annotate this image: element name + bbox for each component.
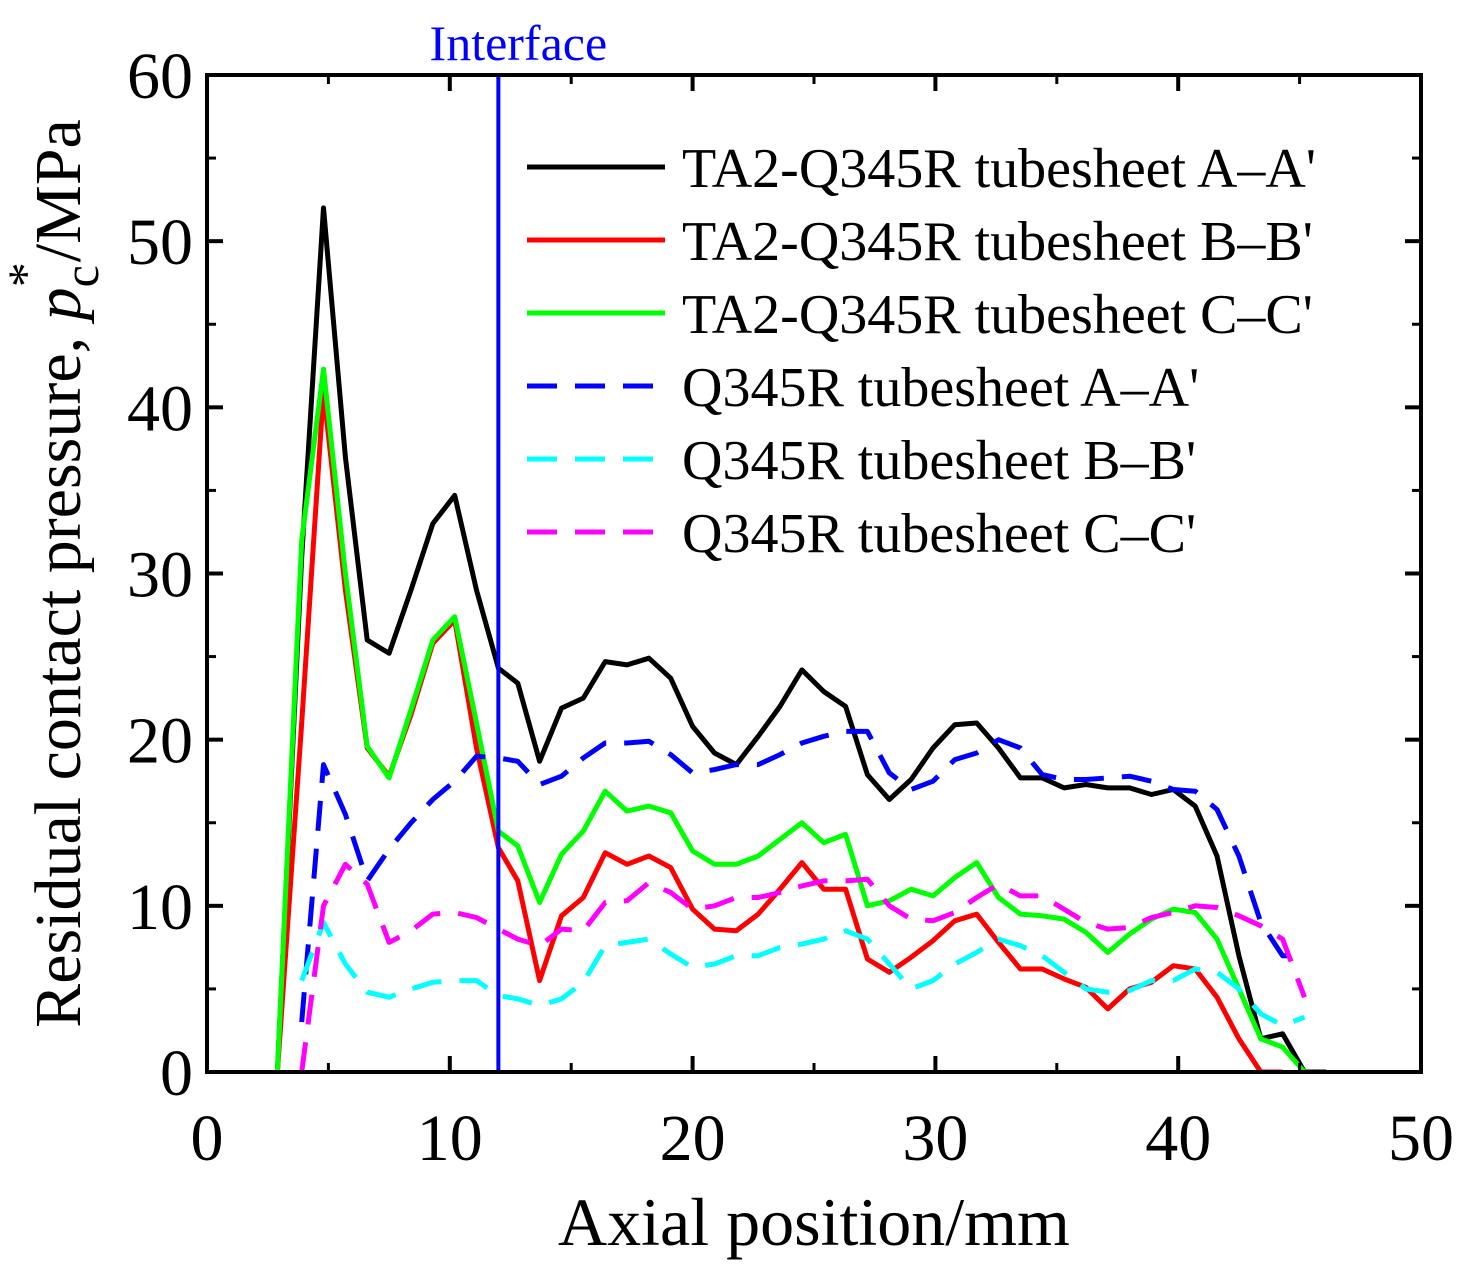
y-tick-label: 40 [127, 372, 193, 445]
series-line-3 [274, 366, 1307, 1072]
x-axis-label: Axial position/mm [558, 1184, 1070, 1260]
y-tick-label: 0 [160, 1037, 193, 1110]
legend-label-4: Q345R tubesheet A–A' [682, 357, 1199, 419]
legend-label-3: TA2-Q345R tubesheet C–C' [682, 284, 1313, 346]
interface-label: Interface [430, 15, 608, 71]
legend-label-6: Q345R tubesheet C–C' [682, 503, 1196, 565]
series-layer [274, 205, 1327, 1072]
y-axis-label-part-2: p [22, 287, 95, 324]
y-tick-label: 20 [127, 705, 193, 778]
y-tick-label: 60 [127, 40, 193, 113]
y-axis-label-part-5: /MPa [22, 119, 95, 262]
series-line-1 [274, 205, 1327, 1072]
x-tick-label: 50 [1388, 1102, 1454, 1175]
legend-label-1: TA2-Q345R tubesheet A–A' [682, 138, 1316, 200]
y-axis-label: Residual contact pressure, pc*/MPa [0, 119, 109, 1028]
interface-layer: Interface [430, 15, 608, 1072]
series-line-2 [274, 388, 1283, 1072]
legend-label-2: TA2-Q345R tubesheet B–B' [682, 211, 1313, 273]
series-line-4 [299, 728, 1305, 1023]
y-tick-label: 50 [127, 206, 193, 279]
x-tick-label: 0 [191, 1102, 224, 1175]
x-tick-label: 10 [417, 1102, 483, 1175]
x-tick-label: 40 [1145, 1102, 1211, 1175]
ticks-layer: 0 10 20 30 40 50 0 10 20 30 40 50 60 [127, 40, 1454, 1175]
y-tick-label: 10 [127, 871, 193, 944]
legend: TA2-Q345R tubesheet A–A' TA2-Q345R tubesh… [527, 138, 1316, 565]
legend-label-5: Q345R tubesheet B–B' [682, 430, 1196, 492]
y-tick-label: 30 [127, 539, 193, 612]
series-line-5 [299, 920, 1306, 1028]
y-axis-label-part-3: c [53, 265, 109, 287]
x-tick-label: 30 [902, 1102, 968, 1175]
x-tick-label: 20 [660, 1102, 726, 1175]
y-axis-label-part-1: Residual contact pressure, [22, 320, 95, 1027]
series-line-6 [299, 861, 1307, 1072]
y-axis-label-part-4: * [0, 262, 53, 287]
